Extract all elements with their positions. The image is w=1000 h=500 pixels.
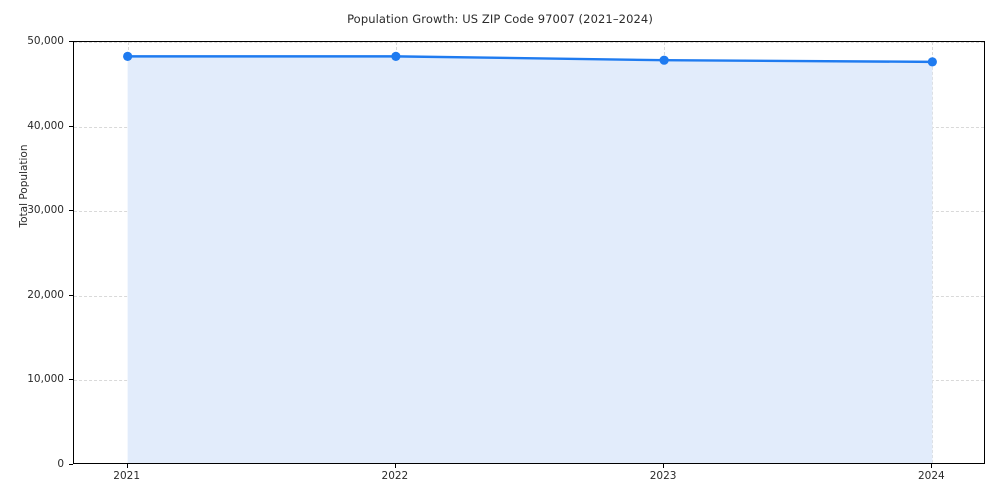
y-tick-mark (69, 294, 73, 296)
data-point-marker (659, 55, 669, 65)
y-tick-mark (69, 125, 73, 127)
area-fill-path (127, 56, 933, 463)
plot-area (73, 41, 985, 464)
data-point-marker (391, 51, 401, 61)
x-tick-label: 2022 (381, 470, 409, 482)
series-markers (123, 51, 937, 67)
x-tick-label: 2021 (113, 470, 141, 482)
y-axis-label: Total Population (18, 144, 30, 228)
plot-inner (74, 42, 984, 463)
x-tick-mark (663, 464, 665, 468)
y-tick-label: 10,000 (27, 373, 64, 386)
y-tick-mark (69, 464, 73, 465)
x-tick-label: 2023 (649, 470, 677, 482)
y-tick-label: 40,000 (27, 119, 64, 132)
y-tick-label: 20,000 (27, 288, 64, 301)
data-point-marker (123, 51, 133, 61)
y-tick-mark (69, 41, 73, 42)
gridline-horizontal (74, 42, 984, 43)
x-tick-label: 2024 (917, 470, 945, 482)
y-tick-label: 30,000 (27, 204, 64, 217)
chart-title: Population Growth: US ZIP Code 97007 (20… (347, 12, 653, 26)
y-tick-mark (69, 379, 73, 381)
x-tick-mark (126, 464, 128, 468)
x-tick-mark (394, 464, 396, 468)
series-line-path (126, 55, 934, 64)
data-point-marker (927, 57, 937, 67)
series-svg (123, 51, 937, 463)
y-tick-label: 50,000 (27, 35, 64, 47)
x-tick-mark (931, 464, 933, 468)
gridline-vertical (932, 42, 934, 463)
y-tick-mark (69, 210, 73, 212)
y-tick-label: 0 (57, 458, 64, 470)
